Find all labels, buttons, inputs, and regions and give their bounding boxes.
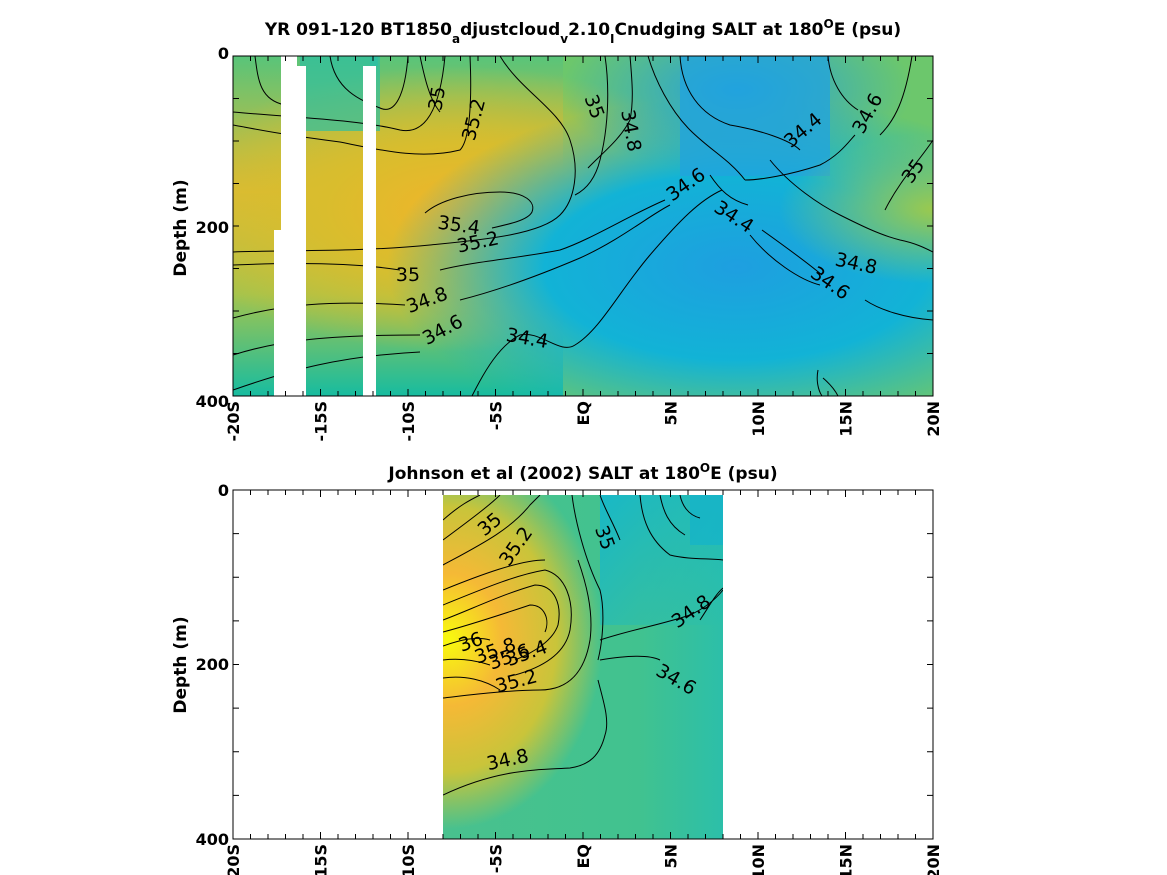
y-tick-label: 0	[218, 481, 229, 500]
x-tick-label: 5N	[662, 844, 681, 869]
x-tick-label: -10S	[399, 401, 418, 441]
x-tick-label: -5S	[487, 401, 506, 430]
salt-panel-observed: Johnson et al (2002) SALT at 180OE (psu)	[171, 461, 943, 875]
panel2-x-ticks: 20S 15S 10S -5S EQ 5N 10N 15N 20N	[224, 490, 943, 875]
panel1-x-ticks: -20S -15S -10S -5S EQ 5N 10N 15N 20N	[224, 56, 943, 441]
x-tick-label: 10S	[399, 844, 418, 875]
panel1-y-ticks: 0 200 400	[196, 44, 933, 411]
x-tick-label: 20S	[224, 844, 243, 875]
panel2-y-ticks: 0 200 400	[196, 481, 933, 849]
x-tick-label: 15N	[837, 844, 856, 875]
x-tick-label: EQ	[574, 401, 593, 426]
panel1-ylabel: Depth (m)	[171, 179, 191, 276]
panel1-title: YR 091-120 BT1850adjustcloudv2.10ICnudgi…	[264, 17, 901, 46]
x-tick-label: -20S	[224, 401, 243, 441]
panel2-ylabel: Depth (m)	[171, 616, 191, 713]
x-tick-label: 5N	[662, 401, 681, 426]
x-tick-label: 10N	[749, 401, 768, 437]
salt-panel-model: YR 091-120 BT1850adjustcloudv2.10ICnudgi…	[171, 17, 943, 441]
x-tick-label: -5S	[487, 844, 506, 873]
x-tick-label: 20N	[924, 844, 943, 875]
x-tick-label: 10N	[749, 844, 768, 875]
y-tick-label: 200	[196, 655, 229, 674]
panel2-field	[443, 495, 723, 839]
y-tick-label: 0	[218, 44, 229, 63]
contour-label: 35	[424, 85, 450, 113]
x-tick-label: 20N	[924, 401, 943, 437]
contour-label: 35	[396, 264, 420, 286]
x-tick-label: 15S	[312, 844, 331, 875]
x-tick-label: 15N	[837, 401, 856, 437]
y-tick-label: 400	[196, 830, 229, 849]
panel2-title: Johnson et al (2002) SALT at 180OE (psu)	[387, 461, 777, 484]
x-tick-label: EQ	[574, 844, 593, 869]
y-tick-label: 400	[196, 392, 229, 411]
x-tick-label: -15S	[312, 401, 331, 441]
y-tick-label: 200	[196, 218, 229, 237]
panel1-field	[233, 56, 933, 396]
